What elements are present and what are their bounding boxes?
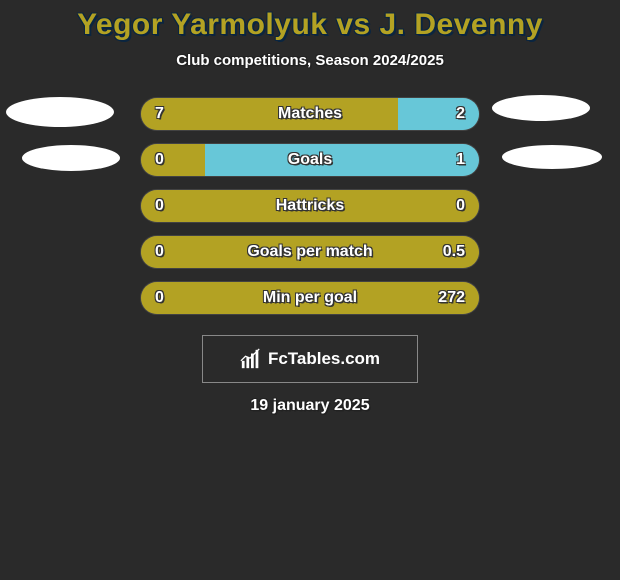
badge-text: FcTables.com (268, 349, 380, 369)
subtitle: Club competitions, Season 2024/2025 (0, 52, 620, 69)
chart-area: 72Matches 01Goals 00Hattricks 00.5Goals per… (0, 97, 620, 315)
stat-bar: 72Matches (140, 97, 480, 131)
stat-bar: 00Hattricks (140, 189, 480, 223)
comparison-infographic: Yegor Yarmolyuk vs J. Devenny Club compe… (0, 0, 620, 415)
source-badge: FcTables.com (202, 335, 418, 383)
stat-row: 00Hattricks (0, 189, 620, 223)
stat-bar: 01Goals (140, 143, 480, 177)
stat-row: 00.5Goals per match (0, 235, 620, 269)
date-label: 19 january 2025 (0, 397, 620, 415)
bar-chart-icon (240, 348, 262, 370)
stat-bar: 0272Min per goal (140, 281, 480, 315)
stat-bar: 00.5Goals per match (140, 235, 480, 269)
stat-row: 01Goals (0, 143, 620, 177)
page-title: Yegor Yarmolyuk vs J. Devenny (0, 8, 620, 42)
stat-row: 0272Min per goal (0, 281, 620, 315)
stat-row: 72Matches (0, 97, 620, 131)
